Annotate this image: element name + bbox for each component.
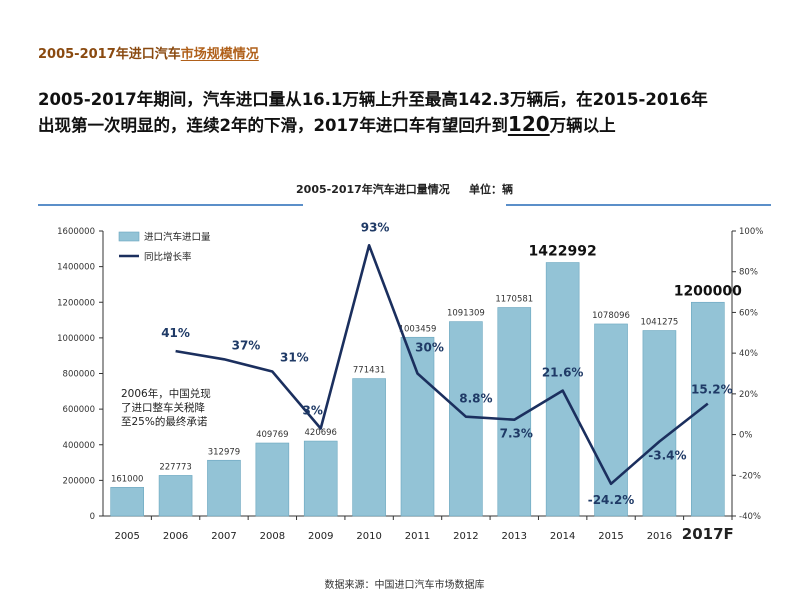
growth-rate-label: 30% [415,341,444,355]
growth-rate-label: 37% [232,338,261,352]
chart-title-text: 2005-2017年汽车进口量情况 [296,183,450,196]
left-y-tick-label: 1000000 [57,334,95,344]
left-y-tick-label: 600000 [63,405,95,415]
left-y-tick-label: 400000 [63,441,95,451]
bar [158,475,193,517]
bar-value-label: 771431 [353,366,385,376]
annotation-line: 至25%的最终承诺 [121,415,208,428]
x-tick-label: 2009 [308,531,333,542]
bar-value-label: 409769 [256,430,288,440]
bar-value-label: 1170581 [495,294,533,304]
right-y-tick-label: 100% [739,227,763,237]
growth-rate-label: 8.8% [459,392,492,406]
growth-rate-label: -24.2% [588,493,635,507]
left-y-tick-label: 1200000 [57,298,95,308]
x-tick-label: 2015 [598,531,623,542]
x-tick-label: 2006 [163,531,188,542]
growth-rate-label: 21.6% [542,366,584,380]
bar-value-label: 1041275 [640,318,678,328]
bar-value-label: 227773 [159,462,191,472]
headline-line-2: 出现第一次明显的，连续2年的下滑，2017年进口车有望回升到120万辆以上 [38,112,778,138]
bar [691,301,725,517]
x-tick-label: 2013 [502,531,527,542]
headline: 2005-2017年期间，汽车进口量从16.1万辆上升至最高142.3万辆后，在… [38,87,778,138]
left-y-tick-label: 0 [90,512,95,522]
bar-value-label: 1422992 [529,244,597,260]
bar [352,378,386,517]
annotation-line: 了进口整车关税降 [121,401,205,414]
right-y-tick-label: 0% [739,431,753,441]
bar-value-label: 161000 [111,474,143,484]
x-tick-label: 2014 [550,531,575,542]
bar [207,459,241,517]
growth-rate-label: 7.3% [500,427,533,441]
right-y-tick-label: -40% [739,512,761,522]
bar [642,330,677,517]
bar-value-label: 420696 [305,428,337,438]
x-tick-label: 2007 [211,531,236,542]
growth-rate-line [175,244,709,486]
title-rule-right [506,204,771,206]
bar-value-label: 1078096 [592,311,630,321]
legend-bar-label: 进口汽车进口量 [144,231,211,243]
chart-title: 2005-2017年汽车进口量情况 单位：辆 [0,181,809,197]
section-title-prefix: 2005-2017年进口汽车 [38,47,181,62]
headline-line-2-suffix: 万辆以上 [549,116,616,135]
left-y-tick-label: 200000 [63,476,95,486]
legend-line-label: 同比增长率 [144,251,192,263]
bar [545,262,580,517]
section-title: 2005-2017年进口汽车市场规模情况 [38,43,259,62]
bar [255,442,290,517]
bar-value-label: 312979 [208,447,240,457]
annotation-line: 2006年，中国兑现 [121,387,211,400]
data-source: 数据来源：中国进口汽车市场数据库 [324,580,485,591]
bar [303,440,338,517]
left-y-tick-label: 800000 [63,370,95,380]
bar-value-label: 1200000 [674,283,742,299]
x-tick-label: 2010 [356,531,381,542]
bar [594,323,628,517]
right-y-tick-label: -20% [739,471,761,481]
growth-rate-label: 15.2% [691,383,733,397]
x-tick-label: 2008 [260,531,285,542]
right-y-tick-label: 60% [739,308,758,318]
growth-rate-label: 3% [303,403,323,417]
growth-rate-label: 31% [280,350,309,364]
x-tick-label: 2016 [647,531,672,542]
growth-rate-label: 93% [361,220,390,234]
x-tick-label: 2011 [405,531,430,542]
chart-unit-label: 单位：辆 [468,183,513,196]
growth-rate-label: 41% [161,326,190,340]
x-tick-label: 2012 [453,531,478,542]
right-y-tick-label: 80% [739,268,758,278]
bar [110,487,144,517]
section-title-highlight: 市场规模情况 [180,47,259,62]
bar-value-label: 1003459 [399,324,437,334]
bar [449,321,483,517]
headline-line-2-text: 出现第一次明显的，连续2年的下滑，2017年进口车有望回升到 [38,116,508,135]
right-y-tick-label: 20% [739,390,758,400]
headline-line-1: 2005-2017年期间，汽车进口量从16.1万辆上升至最高142.3万辆后，在… [38,90,708,109]
right-y-tick-label: 40% [739,349,758,359]
title-rule-left [38,204,303,206]
bar-value-label: 1091309 [447,309,485,319]
growth-rate-label: -3.4% [648,448,686,462]
x-tick-label: 2017F [682,525,734,543]
legend-bar-swatch [118,231,140,242]
x-tick-label: 2005 [114,531,139,542]
left-y-tick-label: 1600000 [57,227,95,237]
left-y-tick-label: 1400000 [57,263,95,273]
bar [400,336,435,517]
headline-target-value: 120 [507,112,550,136]
